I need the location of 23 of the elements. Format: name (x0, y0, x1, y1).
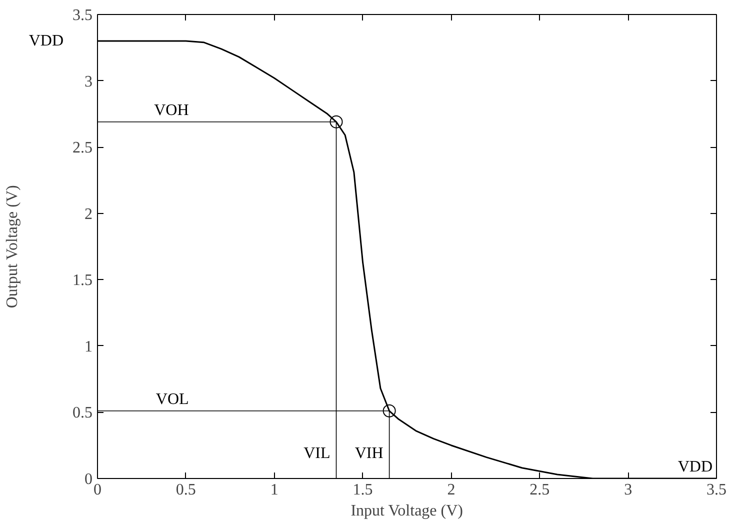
y-tick-label: 1 (84, 338, 92, 356)
y-tick-label: 1.5 (72, 272, 92, 290)
x-tick-label: 2 (447, 482, 456, 498)
y-tick-label: 2.5 (72, 140, 92, 157)
y-tick-label: 0.5 (72, 404, 92, 422)
annotation: VIH (354, 445, 384, 462)
x-tick-label: 3 (624, 482, 632, 498)
annotation: VDD (678, 458, 713, 476)
annotation: VIL (304, 445, 330, 462)
y-tick-label: 3 (84, 73, 92, 90)
x-tick-label: 1.5 (352, 482, 373, 498)
x-tick-label: 0.5 (176, 482, 196, 498)
y-tick-label: 3.5 (72, 7, 92, 24)
x-tick-label: 3.5 (706, 482, 726, 498)
y-tick-label: 0 (84, 471, 92, 488)
x-axis-title: Input Voltage (V) (350, 502, 463, 520)
x-tick-label: 2.5 (530, 482, 550, 498)
annotation: VOL (156, 390, 189, 408)
y-tick-label: 2 (84, 206, 92, 223)
annotation: VOH (154, 102, 190, 119)
x-tick-label: 1 (270, 482, 278, 498)
y-axis-title: Output Voltage (V) (4, 185, 21, 308)
text: VDD (28, 32, 64, 50)
